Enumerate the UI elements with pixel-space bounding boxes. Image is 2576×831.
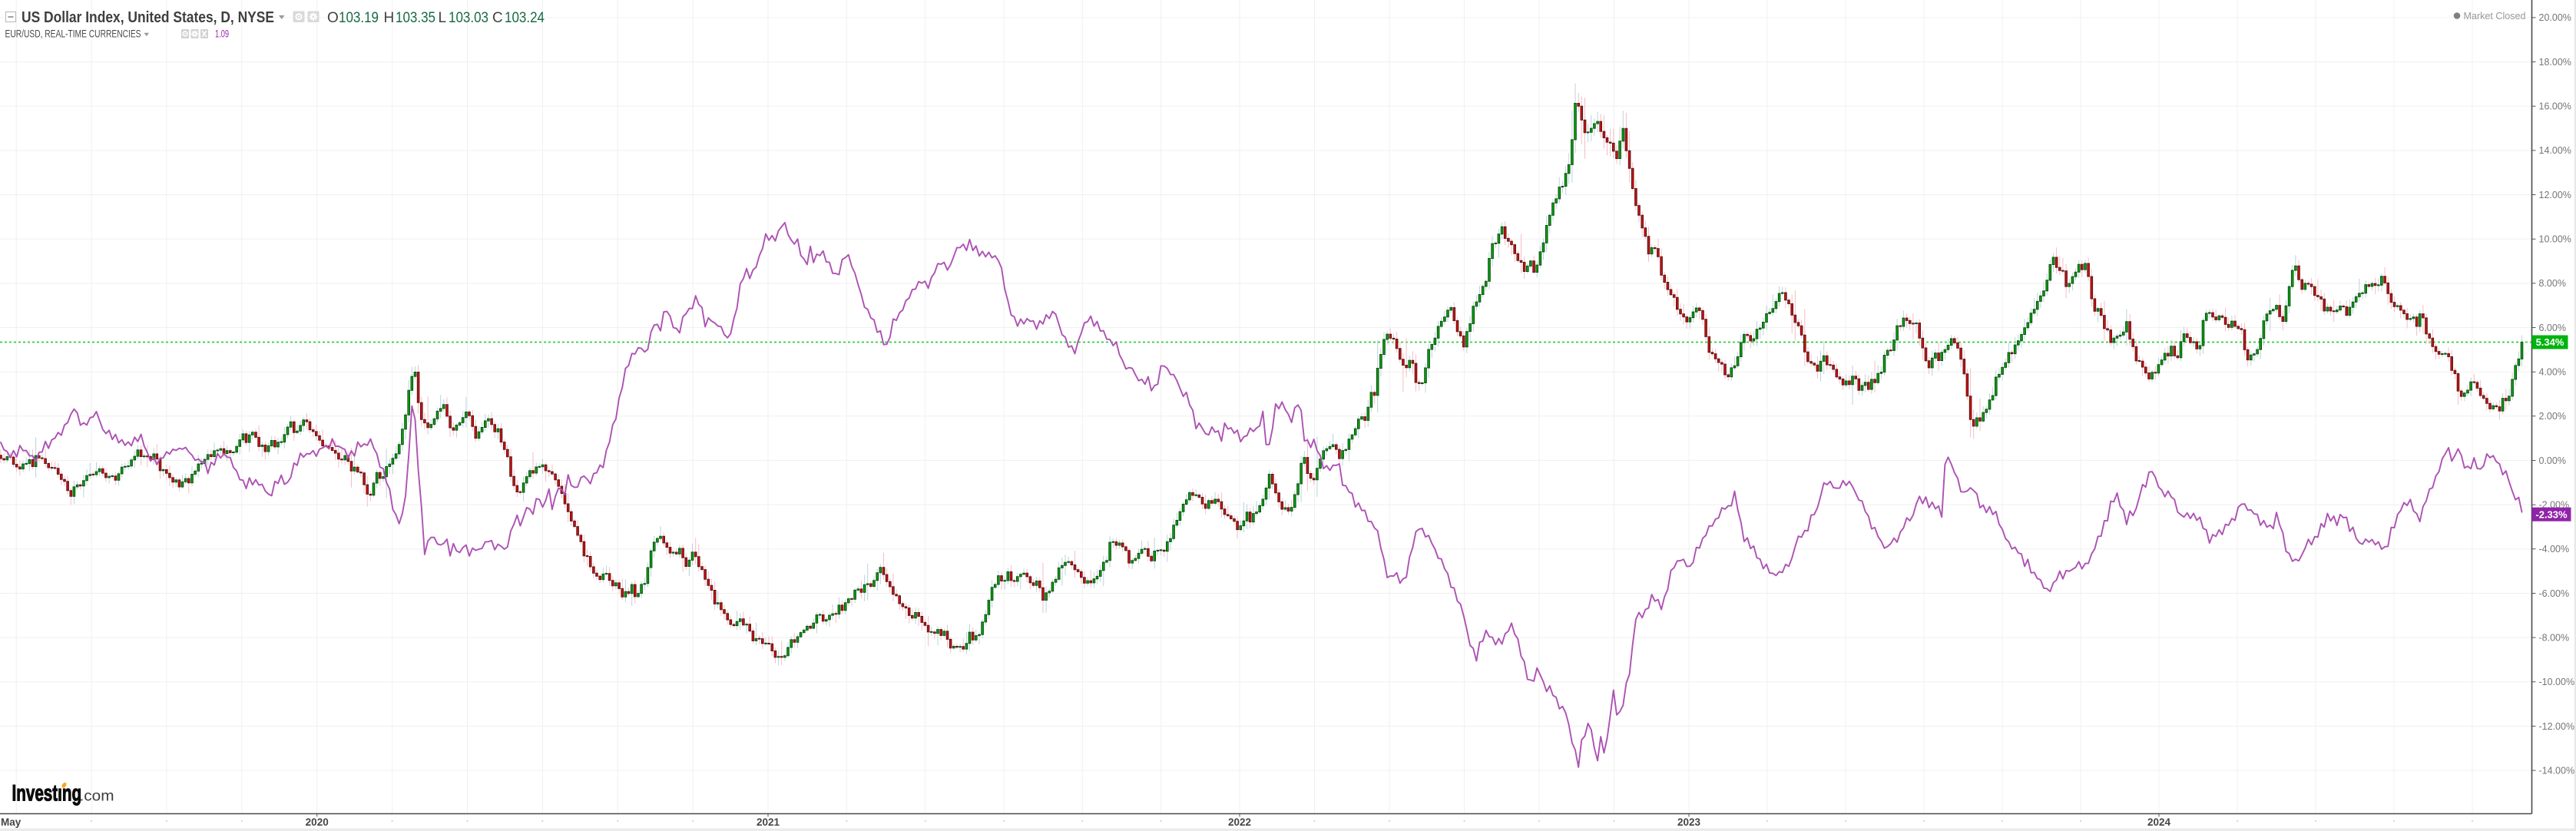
svg-text:4.00%: 4.00% [2539, 367, 2566, 378]
svg-text:-14.00%: -14.00% [2539, 765, 2575, 776]
svg-text:C: C [492, 10, 503, 26]
svg-text:103.19: 103.19 [339, 10, 379, 26]
svg-text:1.09: 1.09 [215, 28, 229, 40]
svg-text:Investıng: Investıng [12, 781, 82, 806]
svg-text:-8.00%: -8.00% [2539, 632, 2570, 643]
svg-text:-10.00%: -10.00% [2539, 677, 2575, 687]
svg-text:103.24: 103.24 [505, 10, 545, 26]
svg-text:H: H [384, 10, 395, 26]
svg-text:2021: 2021 [757, 816, 780, 828]
svg-text:16.00%: 16.00% [2539, 101, 2571, 112]
svg-text:-2.33%: -2.33% [2535, 508, 2568, 520]
svg-text:.com: .com [80, 789, 114, 805]
svg-text:12.00%: 12.00% [2539, 190, 2571, 200]
svg-text:10.00%: 10.00% [2539, 234, 2571, 245]
svg-text:EUR/USD, REAL-TIME CURRENCIES: EUR/USD, REAL-TIME CURRENCIES [5, 28, 141, 40]
svg-text:-12.00%: -12.00% [2539, 721, 2575, 732]
svg-text:2.00%: 2.00% [2539, 411, 2566, 422]
svg-text:2024: 2024 [2147, 816, 2171, 828]
svg-text:20.00%: 20.00% [2539, 12, 2571, 23]
svg-text:O: O [327, 10, 339, 26]
svg-text:103.35: 103.35 [396, 10, 435, 26]
svg-text:Market Closed: Market Closed [2464, 10, 2526, 22]
svg-text:US Dollar Index, United States: US Dollar Index, United States, D, NYSE [22, 9, 274, 26]
svg-text:2020: 2020 [306, 816, 329, 828]
svg-text:2022: 2022 [1228, 816, 1251, 828]
svg-text:5.34%: 5.34% [2536, 336, 2564, 348]
svg-text:14.00%: 14.00% [2539, 145, 2571, 156]
svg-text:0.00%: 0.00% [2539, 455, 2566, 466]
svg-text:6.00%: 6.00% [2539, 323, 2566, 333]
svg-text:103.03: 103.03 [449, 10, 488, 26]
svg-text:2023: 2023 [1677, 816, 1701, 828]
svg-text:18.00%: 18.00% [2539, 57, 2571, 68]
svg-text:May: May [1, 816, 22, 828]
svg-text:-6.00%: -6.00% [2539, 588, 2570, 599]
svg-text:-4.00%: -4.00% [2539, 544, 2570, 555]
svg-text:8.00%: 8.00% [2539, 278, 2566, 289]
svg-text:L: L [439, 10, 447, 26]
